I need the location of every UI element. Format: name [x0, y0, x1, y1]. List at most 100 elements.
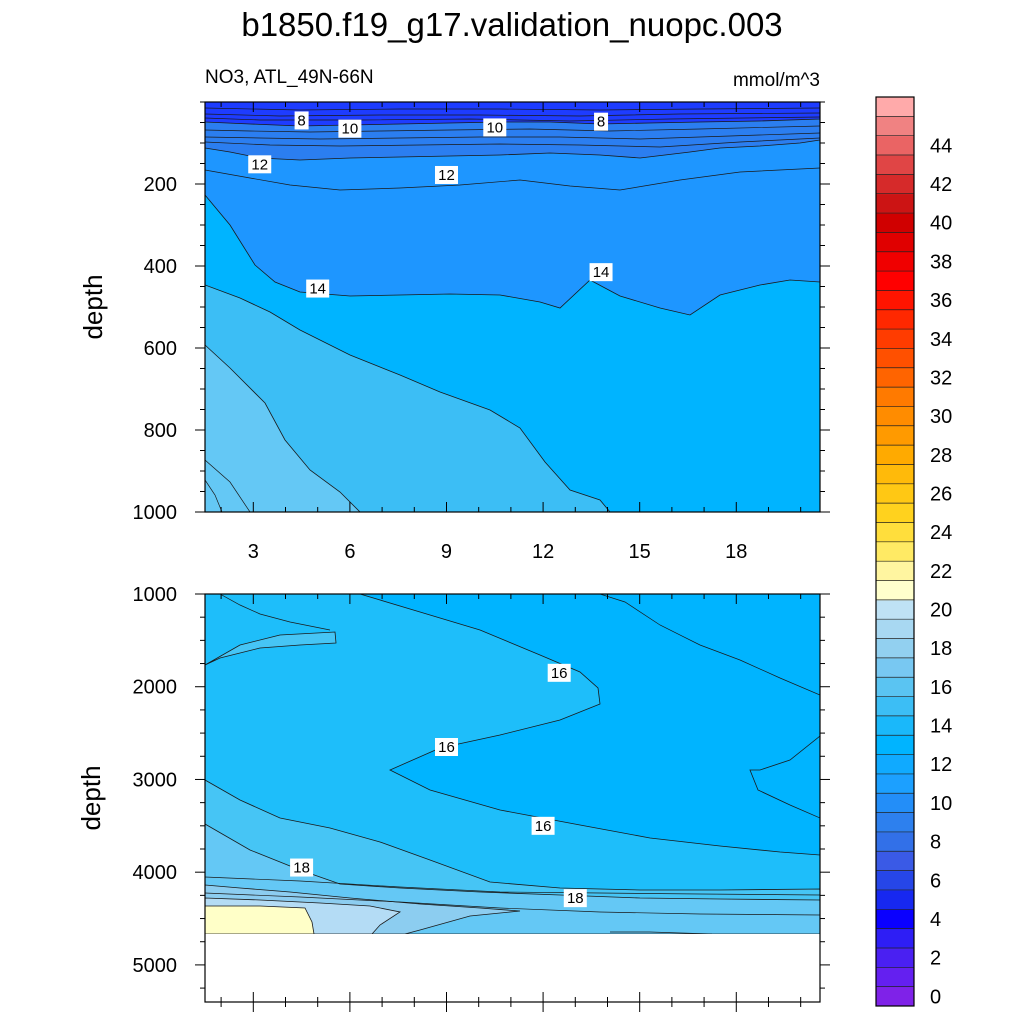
colorbar-label: 34	[930, 329, 952, 351]
colorbar-swatch	[876, 541, 914, 562]
svg-text:18: 18	[567, 890, 584, 907]
colorbar-swatch	[876, 967, 914, 988]
svg-text:10: 10	[342, 121, 359, 138]
svg-text:8: 8	[597, 114, 605, 131]
upper-contour-labels: 8 10 12 10 12 8 14 14	[248, 111, 613, 298]
colorbar-label: 16	[930, 677, 952, 699]
colorbar-swatch	[876, 735, 914, 756]
contour-label: 8	[594, 112, 609, 131]
colorbar-swatch	[876, 677, 914, 698]
contour-label: 10	[483, 118, 507, 137]
colorbar-label: 4	[930, 909, 941, 931]
y-tick-label: 4000	[133, 862, 178, 884]
right-string: mmol/m^3	[733, 70, 820, 91]
lower-region-14	[359, 594, 820, 856]
colorbar-swatch	[876, 174, 914, 195]
colorbar-swatch	[876, 97, 914, 117]
contour-label: 14	[589, 263, 613, 282]
contour-label: 8	[294, 111, 309, 130]
upper-region-16	[205, 284, 611, 512]
contour-label: 18	[563, 889, 587, 908]
colorbar-label: 8	[930, 832, 941, 854]
colorbar-label: 0	[930, 986, 941, 1008]
svg-text:18: 18	[293, 860, 310, 877]
x-tick-label: 3	[248, 541, 259, 563]
lower-panel-plot: 16 16 16 18 18	[205, 594, 820, 934]
colorbar-swatch	[876, 135, 914, 156]
upper-ylabel: depth	[78, 274, 108, 339]
colorbar-swatch	[876, 329, 914, 349]
colorbar-swatch	[876, 503, 914, 523]
svg-text:16: 16	[535, 818, 552, 835]
colorbar-swatch	[876, 483, 914, 504]
y-tick-label: 800	[144, 420, 177, 442]
colorbar-swatch	[876, 213, 914, 233]
lower-x-ticks	[220, 594, 802, 1012]
x-tick-label: 15	[629, 541, 651, 563]
colorbar-swatch	[876, 793, 914, 814]
lower-contour-labels: 16 16 16 18 18	[290, 663, 587, 908]
upper-contour-lines	[205, 107, 820, 512]
lower-ylabel: depth	[76, 765, 106, 830]
contour-label: 10	[338, 119, 362, 138]
x-tick-label: 6	[344, 541, 355, 563]
colorbar-label: 2	[930, 948, 941, 970]
colorbar-swatch	[876, 309, 914, 330]
colorbar-label: 40	[930, 213, 952, 235]
colorbar-swatch	[876, 754, 914, 775]
colorbar-label: 10	[930, 793, 952, 815]
missing-data-area	[205, 934, 820, 1002]
colorbar-frame	[875, 96, 915, 1007]
colorbar-swatch	[876, 387, 914, 407]
lower-y-ticks: 1000 2000 3000 4000 5000	[133, 584, 830, 989]
colorbar-swatch	[876, 232, 914, 253]
colorbar-swatch	[876, 928, 914, 949]
lower-region-14b	[749, 735, 820, 819]
contour-label: 16	[531, 816, 555, 835]
lower-frame	[204, 593, 821, 1003]
upper-panel-plot: 8 10 12 10 12 8 14 14	[205, 102, 820, 512]
colorbar-swatch	[876, 155, 914, 175]
y-tick-label: 2000	[133, 677, 178, 699]
colorbar-label: 20	[930, 600, 952, 622]
colorbar-swatch	[876, 367, 914, 388]
colorbar-swatch	[876, 947, 914, 968]
lower-region-22	[205, 905, 315, 934]
svg-text:12: 12	[438, 167, 455, 184]
y-tick-label: 400	[144, 256, 177, 278]
colorbar-swatch	[876, 193, 914, 214]
svg-text:14: 14	[309, 281, 326, 298]
upper-y-ticks: 200 400 600 800 1000	[133, 101, 830, 524]
svg-text:12: 12	[251, 156, 268, 173]
colorbar-label: 18	[930, 638, 952, 660]
colorbar-swatch	[876, 116, 914, 137]
svg-text:16: 16	[438, 739, 455, 756]
colorbar-label: 38	[930, 251, 952, 273]
lower-region-17	[205, 631, 337, 666]
colorbar-label: 44	[930, 135, 952, 157]
colorbar-swatch	[876, 271, 914, 291]
x-tick-label: 18	[725, 541, 747, 563]
colorbar-label: 22	[930, 561, 952, 583]
colorbar-swatch	[876, 870, 914, 891]
colorbar-label: 24	[930, 522, 952, 544]
y-tick-label: 600	[144, 338, 177, 360]
colorbar-swatch	[876, 406, 914, 427]
contour-label: 16	[434, 738, 458, 756]
svg-text:8: 8	[297, 112, 305, 129]
upper-x-ticks: 3 6 9 12 15 18	[220, 102, 802, 563]
contour-label: 14	[306, 279, 330, 298]
y-tick-label: 1000	[133, 584, 178, 606]
lower-contour-lines	[205, 594, 820, 934]
colorbar-swatch	[876, 619, 914, 640]
colorbar-swatch	[876, 831, 914, 852]
colorbar-label: 6	[930, 870, 941, 892]
y-tick-label: 1000	[133, 502, 178, 524]
colorbar-swatch	[876, 290, 914, 311]
colorbar-swatch	[876, 657, 914, 678]
colorbar: 0246810121416182022242628303234363840424…	[875, 96, 952, 1008]
colorbar-swatch	[876, 638, 914, 659]
colorbar-swatch	[876, 812, 914, 833]
colorbar-swatch	[876, 599, 914, 620]
